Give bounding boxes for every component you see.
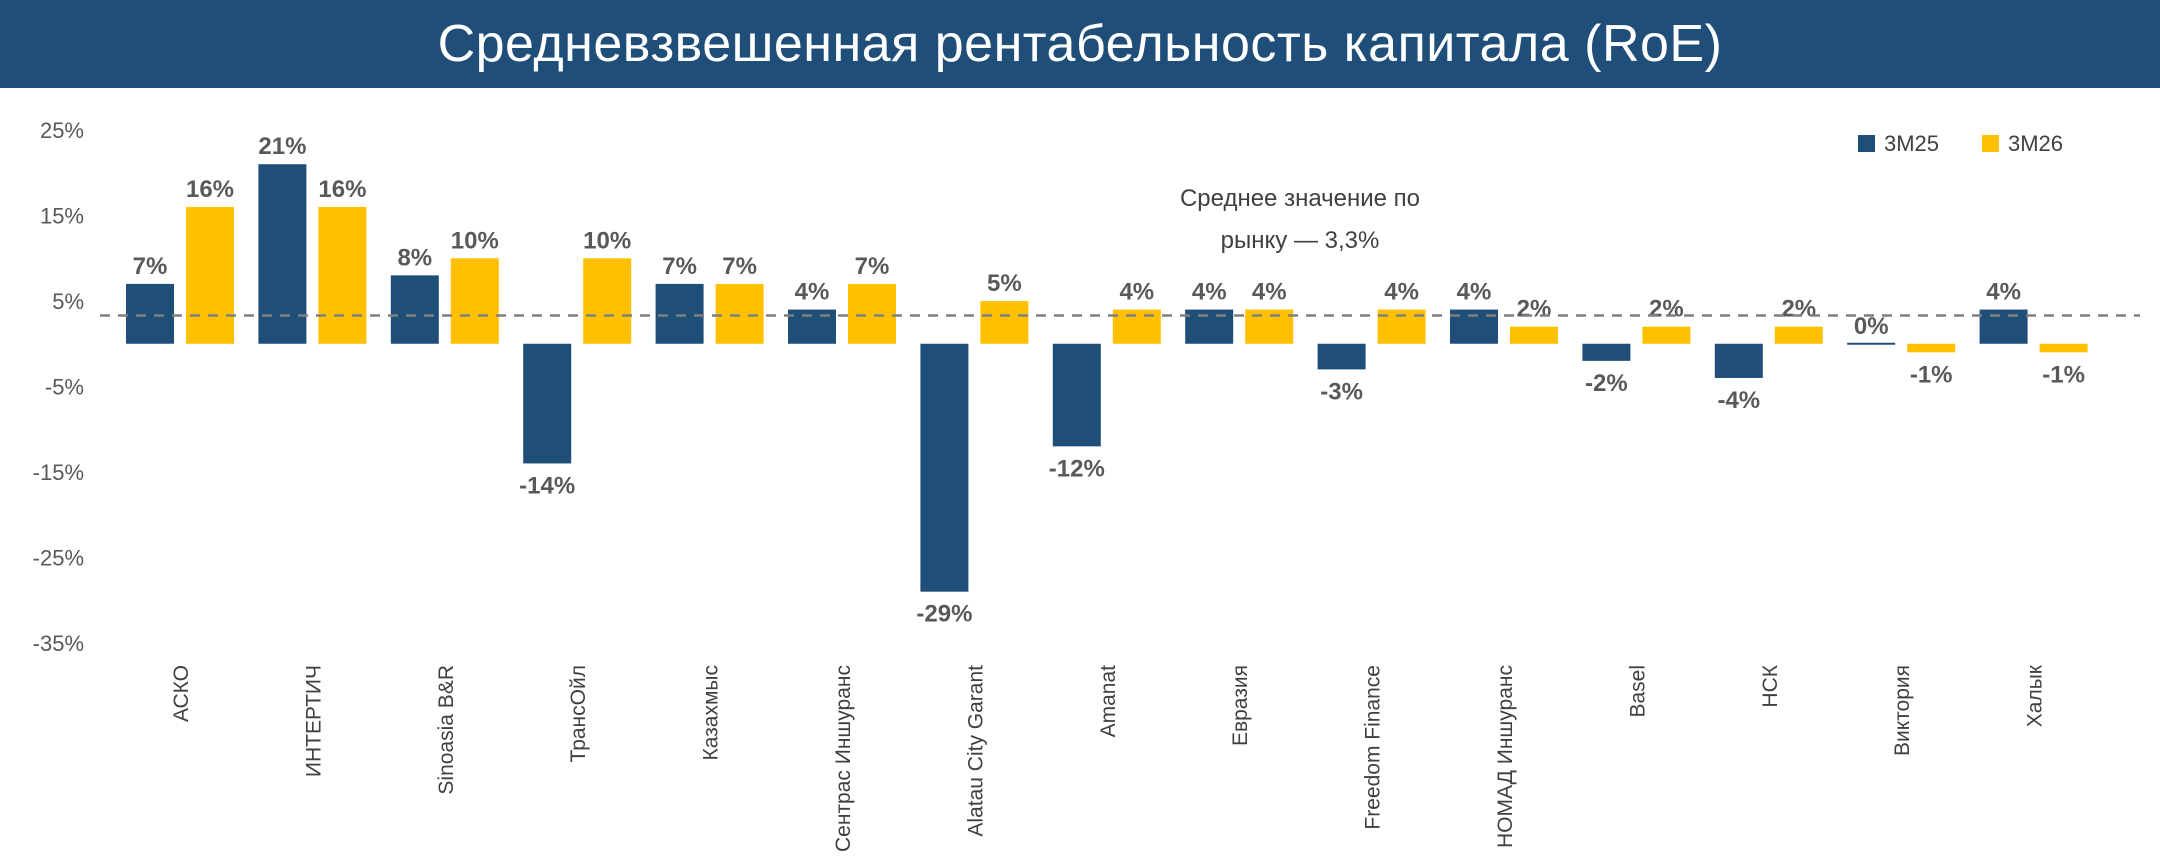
category-label: НОМАД Иншуранс bbox=[1494, 665, 1517, 848]
bar-3М26-11 bbox=[1642, 326, 1691, 344]
data-label: -1% bbox=[2042, 361, 2085, 388]
data-label: 10% bbox=[583, 227, 631, 254]
data-label: 2% bbox=[1781, 296, 1816, 323]
bar-3М26-12 bbox=[1774, 326, 1823, 344]
bar-3М25-12 bbox=[1714, 343, 1763, 378]
category-label: Евразия bbox=[1229, 665, 1252, 746]
data-label: 4% bbox=[1384, 279, 1419, 306]
category-label: Казахмыс bbox=[700, 665, 723, 761]
bar-3М25-3 bbox=[523, 343, 572, 464]
data-label: 5% bbox=[987, 270, 1022, 297]
bar-3М25-13 bbox=[1847, 342, 1896, 345]
data-label: 8% bbox=[397, 244, 432, 271]
legend-label: 3М26 bbox=[2008, 131, 2063, 156]
legend-swatch-3М26 bbox=[1982, 135, 1999, 152]
category-label: НСК bbox=[1759, 664, 1782, 707]
legend-swatch-3М25 bbox=[1858, 135, 1875, 152]
chart-title: Средневзвешенная рентабельность капитала… bbox=[437, 15, 1723, 73]
y-tick-label: 5% bbox=[52, 289, 84, 314]
data-label: 2% bbox=[1649, 296, 1684, 323]
data-label: 7% bbox=[133, 253, 168, 280]
data-label: -2% bbox=[1585, 370, 1628, 397]
bar-3М25-14 bbox=[1979, 309, 2028, 344]
bar-3М25-0 bbox=[126, 283, 174, 344]
bar-3М26-5 bbox=[848, 283, 896, 344]
data-label: 4% bbox=[1192, 279, 1227, 306]
data-label: -1% bbox=[1910, 361, 1953, 388]
bar-3М26-6 bbox=[980, 301, 1029, 344]
category-label: АСКО bbox=[170, 665, 193, 722]
category-label: ИНТЕРТИЧ bbox=[302, 665, 325, 777]
roe-bar-chart: 25% 15% 5% -5% -15% -25% -35% 7% 21% 8% -14% 7% 4% -2… bbox=[33, 118, 2140, 852]
data-label: 7% bbox=[662, 253, 697, 280]
data-label: -12% bbox=[1049, 455, 1105, 482]
data-label: 16% bbox=[186, 176, 234, 203]
category-label: Виктория bbox=[1891, 665, 1914, 756]
data-label: 7% bbox=[855, 253, 890, 280]
data-label: 0% bbox=[1854, 313, 1889, 340]
data-label: 21% bbox=[258, 133, 306, 160]
data-label: 4% bbox=[795, 279, 830, 306]
bar-3М26-3 bbox=[583, 258, 632, 344]
y-tick-label: -5% bbox=[45, 375, 84, 400]
bar-3М26-1 bbox=[318, 206, 367, 344]
data-label: -3% bbox=[1320, 378, 1363, 405]
data-label: 4% bbox=[1119, 279, 1154, 306]
bar-3М26-0 bbox=[186, 206, 234, 344]
data-label: 4% bbox=[1457, 279, 1492, 306]
bar-3М26-2 bbox=[450, 258, 499, 344]
title-bar: Средневзвешенная рентабельность капитала… bbox=[0, 0, 2160, 88]
data-label: 7% bbox=[722, 253, 757, 280]
data-label: 16% bbox=[318, 176, 366, 203]
category-label: Sinoasia B&R bbox=[435, 665, 458, 795]
category-label: Freedom Finance bbox=[1362, 665, 1385, 830]
data-label: 2% bbox=[1517, 296, 1552, 323]
category-label: ТрансОйл bbox=[567, 665, 590, 762]
bar-3М25-2 bbox=[390, 275, 439, 344]
data-label: -4% bbox=[1717, 387, 1760, 414]
y-tick-label: 25% bbox=[40, 118, 84, 143]
bar-3М25-7 bbox=[1052, 343, 1101, 447]
bar-3М25-9 bbox=[1317, 343, 1366, 370]
average-label-line2: рынку — 3,3% bbox=[1221, 227, 1380, 254]
y-tick-label: 15% bbox=[40, 204, 84, 229]
category-label: Basel bbox=[1626, 665, 1649, 718]
data-label: 10% bbox=[451, 227, 499, 254]
average-label-line1: Среднее значение по bbox=[1180, 185, 1420, 212]
data-label: 4% bbox=[1986, 279, 2021, 306]
bar-3М26-4 bbox=[715, 283, 764, 344]
y-tick-label: -25% bbox=[33, 546, 84, 571]
bar-3М26-10 bbox=[1510, 326, 1558, 344]
bar-3М25-11 bbox=[1582, 343, 1631, 361]
y-tick-label: -35% bbox=[33, 631, 84, 656]
bar-3М25-4 bbox=[655, 283, 704, 344]
category-label: Alatau City Garant bbox=[964, 665, 987, 837]
legend-label: 3М25 bbox=[1884, 131, 1939, 156]
data-label: 4% bbox=[1252, 279, 1287, 306]
bar-3М25-6 bbox=[920, 343, 969, 592]
bar-3М26-14 bbox=[2039, 343, 2088, 353]
category-label: Сентрас Иншуранс bbox=[832, 665, 855, 852]
bar-3М25-1 bbox=[258, 164, 307, 344]
bar-3М26-13 bbox=[1907, 343, 1956, 353]
category-label: Amanat bbox=[1097, 665, 1120, 738]
y-tick-label: -15% bbox=[33, 460, 84, 485]
data-label: -29% bbox=[916, 601, 972, 628]
category-label: Халык bbox=[2024, 664, 2047, 727]
data-label: -14% bbox=[519, 472, 575, 499]
